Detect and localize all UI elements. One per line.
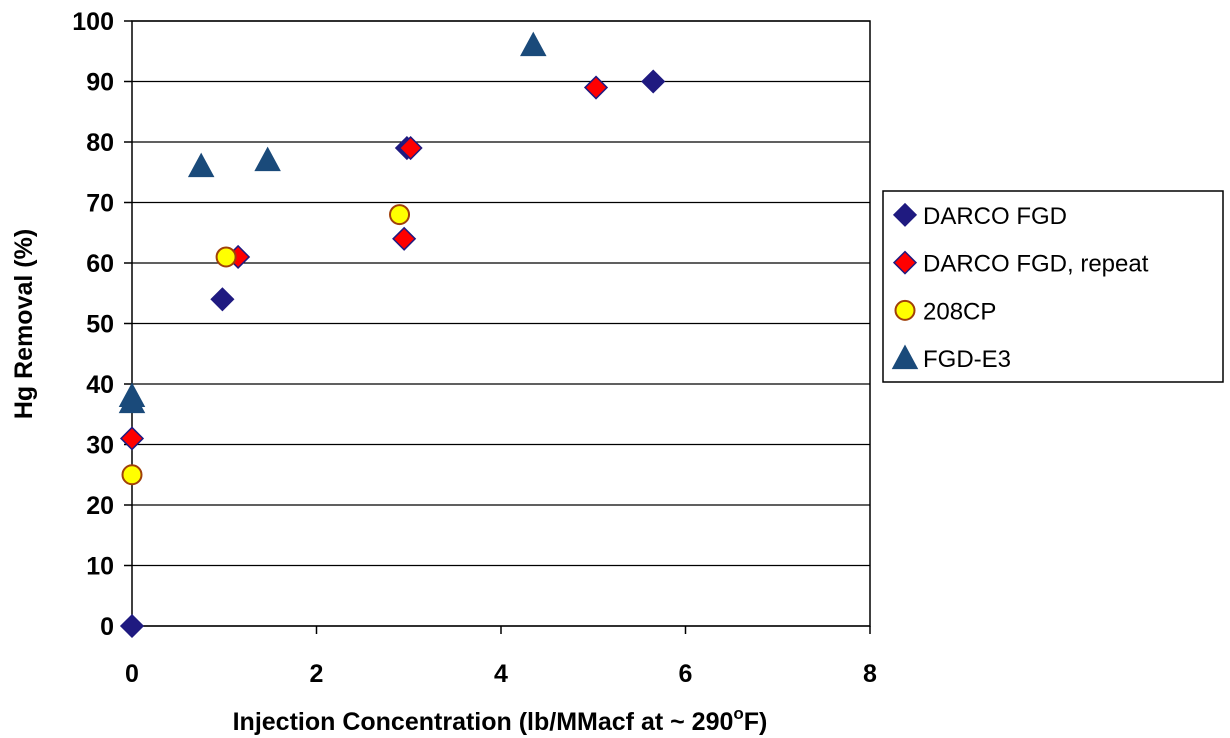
point-series-4	[254, 146, 281, 172]
legend-label: DARCO FGD, repeat	[923, 251, 1149, 278]
point-series-3	[121, 464, 143, 486]
x-axis-title-main: Injection Concentration (lb/MMacf at ~ 2…	[233, 708, 734, 736]
x-tick-label: 0	[125, 660, 139, 688]
y-tick-label: 70	[86, 190, 114, 218]
legend-label: DARCO FGD	[923, 203, 1067, 230]
gridlines	[132, 20, 870, 627]
y-axis-title: Hg Removal (%)	[10, 229, 38, 419]
y-tick-label: 30	[86, 432, 114, 460]
point-series-2	[119, 426, 145, 451]
legend-marker-4	[891, 344, 919, 370]
y-tick-label: 60	[86, 250, 114, 278]
y-tick-label: 40	[86, 371, 114, 399]
legend-label: FGD-E3	[923, 346, 1011, 373]
y-tick-label: 0	[100, 613, 114, 641]
y-tick-label: 100	[72, 8, 114, 36]
legend-label: 208CP	[923, 298, 996, 325]
legend-marker-2	[892, 250, 918, 275]
legend: DARCO FGD DARCO FGD, repeat 208CP FGD-E3	[882, 190, 1224, 383]
point-series-2	[398, 135, 423, 161]
x-axis-title: Injection Concentration (lb/MMacf at ~ 2…	[233, 704, 768, 736]
point-series-4	[520, 31, 547, 57]
y-tick-label: 80	[86, 129, 114, 157]
point-series-4	[187, 152, 215, 178]
data-points	[118, 31, 666, 639]
x-axis-title-suffix: F)	[744, 708, 768, 736]
y-tick-label: 50	[86, 311, 114, 339]
legend-marker-1	[892, 202, 918, 227]
point-series-1	[210, 287, 235, 312]
point-series-4	[118, 382, 146, 408]
x-tick-label: 2	[310, 660, 324, 688]
x-tick-label: 6	[679, 660, 693, 688]
point-series-2	[392, 226, 417, 251]
x-axis-ticks: 0 2 4 6 8	[125, 626, 877, 688]
x-axis-title-superscript: o	[733, 704, 743, 723]
legend-box	[882, 190, 1224, 383]
point-series-1	[119, 613, 145, 639]
x-tick-label: 8	[863, 660, 877, 688]
point-series-3	[215, 246, 237, 268]
y-tick-label: 10	[86, 553, 114, 581]
legend-marker-3	[894, 299, 916, 321]
point-series-1	[641, 69, 666, 94]
y-tick-label: 90	[86, 69, 114, 97]
y-tick-label: 20	[86, 492, 114, 520]
point-series-2	[583, 75, 609, 100]
y-axis-ticks: 0 10 20 30 40 50 60 70 80 90 100	[72, 8, 132, 641]
point-series-3	[389, 204, 411, 226]
x-tick-label: 4	[494, 660, 508, 688]
